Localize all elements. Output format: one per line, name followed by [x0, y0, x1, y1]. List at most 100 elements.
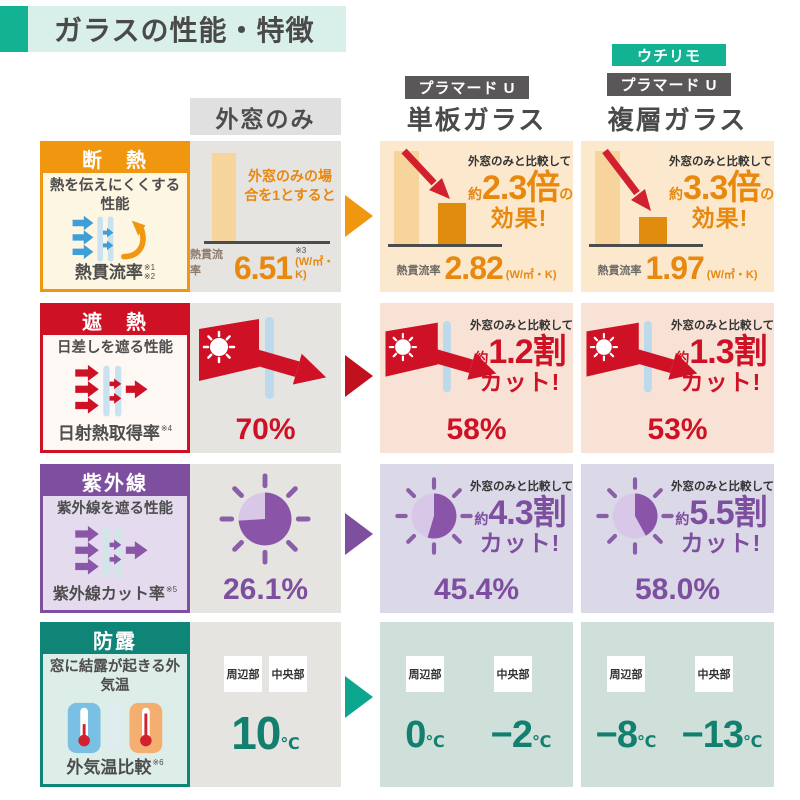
compare-note: 外窓のみと比較して — [468, 156, 572, 168]
insulation-single-glass-cell: 外窓のみと比較して 約2.3倍の 効果! 熱貫流率 2.82 (W/㎡・K) — [380, 141, 573, 292]
row-uv-label-box: 紫外線 紫外線を遮る性能 紫外線カット率 ※5 — [40, 464, 190, 613]
flow-arrow-insulation — [345, 195, 373, 237]
cut-amount: 5.5割 — [689, 494, 767, 532]
row-insulation-title: 断 熱 — [43, 144, 187, 173]
shading-single-glass-cell: 外窓のみと比較して 約1.2割 カット! 58% — [380, 303, 573, 453]
uv-sun-pie-icon — [219, 473, 311, 565]
flow-arrow-dew — [345, 676, 373, 718]
metric-label: 熱貫流率 — [74, 263, 143, 283]
metric-label: 外気温比較 — [66, 758, 152, 778]
compare-note: 外窓のみと比較して — [671, 481, 775, 493]
uv-cut-callout: 外窓のみと比較して 約4.3割 カット! — [470, 478, 574, 556]
flow-arrow-shading — [345, 355, 373, 397]
edge-part-label: 周辺部 — [607, 656, 645, 692]
row-dew-metric: 外気温比較 ※6 — [66, 758, 164, 778]
compare-note: 外窓のみと比較して — [671, 320, 775, 332]
u-value-row: 熱貫流率 1.97 (W/㎡・K) — [597, 250, 758, 286]
chart-baseline — [589, 244, 703, 247]
uv-cut-callout: 外窓のみと比較して 約5.5割 カット! — [671, 478, 775, 556]
edge-part-label: 周辺部 — [224, 656, 262, 692]
cut-amount: 1.2割 — [488, 333, 566, 371]
sun-block-arrows-icon — [75, 364, 148, 416]
solar-gain-value: 70% — [235, 413, 296, 446]
u-value: 6.51 — [233, 250, 293, 286]
uv-cut-value: 26.1% — [222, 573, 309, 606]
dew-temperature-center: −2 ℃ — [490, 714, 552, 756]
title-accent-block — [0, 6, 28, 52]
uv-double-glass-cell: 外窓のみと比較して 約5.5割 カット! 58.0% — [581, 464, 774, 613]
cut-amount: 4.3割 — [488, 494, 566, 532]
uv-single-glass-cell: 外窓のみと比較して 約4.3割 カット! 45.4% — [380, 464, 573, 613]
metric-refs: ※1 ※2 — [143, 263, 156, 282]
center-part-label: 中央部 — [269, 656, 307, 692]
column3-header-double-glass: 複層ガラス — [607, 105, 748, 135]
shading-cut-callout: 外窓のみと比較して 約1.2割 カット! — [470, 317, 574, 395]
shading-cut-callout: 外窓のみと比較して 約1.3割 カット! — [671, 317, 775, 395]
drop-arrow-icon — [602, 148, 651, 211]
uv-sun-pie-icon — [596, 477, 674, 555]
baseline-bar — [212, 153, 236, 241]
u-value: 2.82 — [444, 250, 504, 286]
dew-temperature-center: −13 ℃ — [681, 714, 763, 756]
u-value-row: 熱貫流率 6.51 ※3 (W/㎡・K) — [190, 245, 335, 286]
metric-label: 日射熱取得率 — [57, 424, 160, 444]
effect-multiplier: 3.3倍 — [683, 169, 761, 207]
compare-note: 外窓のみと比較して — [470, 320, 574, 332]
cut-amount: 1.3割 — [689, 333, 767, 371]
dew-temperature-edge: 0 ℃ — [405, 714, 445, 756]
shading-outer-window-cell: 70% — [190, 303, 341, 453]
improved-bar — [639, 217, 667, 244]
u-value: 1.97 — [645, 250, 705, 286]
metric-label: 紫外線カット率 — [52, 586, 165, 604]
thermometers-icon — [67, 702, 163, 753]
u-value-row: 熱貫流率 2.82 (W/㎡・K) — [396, 250, 557, 286]
dew-double-glass-cell: 周辺部 中央部 −8 ℃ −13 ℃ — [581, 622, 774, 787]
heat-insulation-arrows-icon — [72, 215, 146, 262]
row-insulation-desc: 熱を伝えにくくする性能 — [49, 178, 181, 213]
flow-arrow-uv — [345, 513, 373, 555]
solar-gain-value: 53% — [647, 413, 708, 446]
edge-part-label: 周辺部 — [406, 656, 444, 692]
compare-note: 外窓のみと比較して — [669, 156, 773, 168]
uv-cut-value: 58.0% — [634, 573, 721, 606]
dew-outer-window-cell: 周辺部 中央部 10 ℃ — [190, 622, 341, 787]
row-uv-desc: 紫外線を遮る性能 — [57, 501, 173, 517]
uv-sun-pie-icon — [395, 477, 473, 555]
insulation-effect-callout: 外窓のみと比較して 約3.3倍の 効果! — [669, 153, 774, 231]
row-uv-title: 紫外線 — [43, 467, 187, 496]
sunlight-arrow-icon — [385, 320, 497, 393]
compare-note: 外窓のみと比較して — [470, 481, 574, 493]
page-title: ガラスの性能・特徴 — [54, 15, 315, 46]
effect-multiplier: 2.3倍 — [482, 169, 560, 207]
dew-temperature-edge: −8 ℃ — [595, 714, 657, 756]
uv-block-arrows-icon — [75, 525, 148, 578]
title-bar: ガラスの性能・特徴 — [28, 6, 346, 52]
column2-product-badge: プラマード U — [405, 76, 529, 99]
column3-uchirimo-badge: ウチリモ — [612, 44, 726, 66]
row-dew-title: 防露 — [43, 625, 187, 654]
column2-header-single-glass: 単板ガラス — [406, 105, 547, 135]
row-shading-title: 遮 熱 — [43, 306, 187, 335]
row-shading-desc: 日差しを遮る性能 — [57, 340, 173, 356]
drop-arrow-icon — [401, 148, 450, 199]
shading-double-glass-cell: 外窓のみと比較して 約1.3割 カット! 53% — [581, 303, 774, 453]
insulation-outer-window-cell: 外窓のみの場合を1とすると 熱貫流率 6.51 ※3 (W/㎡・K) — [190, 141, 341, 292]
sunlight-arrow-icon — [199, 317, 327, 399]
column-header-outer-window: 外窓のみ — [190, 98, 341, 135]
row-insulation-metric: 熱貫流率 ※1 ※2 — [75, 264, 155, 283]
solar-gain-value: 58% — [446, 413, 507, 446]
improved-bar — [438, 203, 466, 244]
row-insulation-label-box: 断 熱 熱を伝えにくくする性能 熱貫流率 ※1 ※2 — [40, 141, 190, 292]
uv-cut-value: 45.4% — [433, 573, 520, 606]
insulation-effect-callout: 外窓のみと比較して 約2.3倍の 効果! — [468, 153, 573, 231]
row-dew-desc: 窓に結露が起きる外気温 — [49, 659, 181, 694]
row-uv-metric: 紫外線カット率 ※5 — [52, 585, 178, 604]
center-part-label: 中央部 — [494, 656, 532, 692]
insulation-double-glass-cell: 外窓のみと比較して 約3.3倍の 効果! 熱貫流率 1.97 (W/㎡・K) — [581, 141, 774, 292]
dew-temperature: 10 ℃ — [231, 707, 300, 759]
row-shading-label-box: 遮 熱 日差しを遮る性能 日射熱取得率 ※4 — [40, 303, 190, 453]
chart-baseline — [204, 241, 330, 244]
center-part-label: 中央部 — [695, 656, 733, 692]
column3-product-badge: プラマード U — [607, 73, 731, 96]
